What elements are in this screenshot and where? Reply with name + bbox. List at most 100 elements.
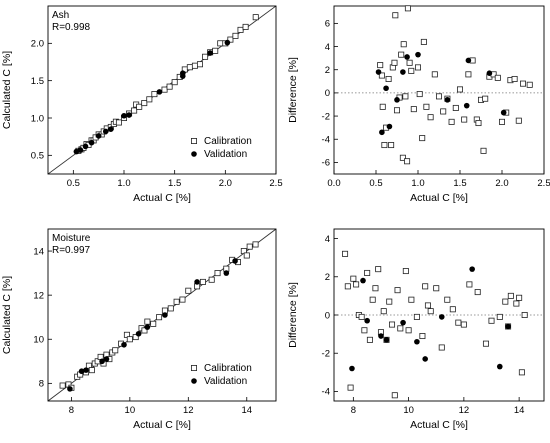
y-tick-label: -2 <box>322 111 330 122</box>
plot-frame <box>47 5 277 175</box>
legend-validation-marker <box>191 151 197 157</box>
validation-point <box>469 266 475 272</box>
calibration-point <box>502 298 509 305</box>
calibration-point <box>227 36 234 43</box>
calibration-point <box>185 287 192 294</box>
calibration-point <box>380 308 387 315</box>
legend-calibration-marker <box>190 364 197 371</box>
calibration-point <box>171 79 178 86</box>
calibration-point <box>372 285 379 292</box>
calibration-point <box>399 154 406 161</box>
calibration-point <box>369 296 376 303</box>
y-tick-label: 14 <box>33 246 44 257</box>
calibration-point <box>212 47 219 54</box>
calibration-point <box>408 67 415 74</box>
validation-point <box>121 112 127 119</box>
x-tick-label: 12 <box>459 405 470 416</box>
calibration-point <box>518 369 525 376</box>
calibration-point <box>115 119 122 126</box>
validation-point <box>364 317 370 324</box>
calibration-point <box>496 313 503 320</box>
calibration-point <box>166 83 173 90</box>
validation-point <box>505 323 511 330</box>
series-calibration <box>377 5 533 165</box>
validation-point <box>500 109 507 116</box>
y-tick-label: 2 <box>325 272 330 283</box>
calibration-point <box>361 327 368 334</box>
calibration-point <box>243 252 250 259</box>
calibration-point <box>342 250 349 257</box>
calibration-point <box>377 62 384 69</box>
validation-point <box>400 319 406 326</box>
plot-frame <box>47 228 277 402</box>
x-tick-label: 8 <box>351 405 356 416</box>
calibration-point <box>423 103 430 110</box>
x-tick-label: 1.5 <box>168 178 181 189</box>
calibration-point <box>217 40 224 47</box>
validation-point <box>179 73 186 79</box>
calibration-point <box>391 59 398 66</box>
calibration-point <box>252 14 259 21</box>
calibration-point <box>186 64 193 71</box>
calibration-point <box>344 283 351 290</box>
legend-label-validation: Validation <box>204 149 247 160</box>
calibration-point <box>494 74 501 81</box>
validation-point <box>77 147 84 153</box>
validation-point <box>67 386 73 392</box>
calibration-point <box>420 38 427 45</box>
calibration-point <box>406 59 413 66</box>
calibration-point <box>132 334 139 341</box>
validation-point <box>78 368 85 375</box>
validation-point <box>108 126 114 132</box>
calibration-point <box>394 287 401 294</box>
y-tick-label: -6 <box>322 158 330 169</box>
x-tick-label: 14 <box>241 405 252 416</box>
validation-point <box>415 51 421 58</box>
calibration-point <box>232 32 239 39</box>
series-validation <box>67 258 238 392</box>
panel-moisture-calc: 8 10 12 14 8 10 12 14 Actual C [%] Calculated C [… <box>1 228 277 431</box>
calibration-point <box>347 384 354 391</box>
calibration-point <box>350 275 357 282</box>
calibration-point <box>427 308 434 315</box>
validation-point <box>194 279 200 285</box>
calibration-point <box>179 296 186 303</box>
validation-point <box>378 333 384 339</box>
calibration-point <box>465 71 472 78</box>
x-axis-title: Actual C [%] <box>410 192 468 204</box>
validation-point <box>121 341 127 348</box>
validation-point <box>463 102 470 109</box>
calibration-point <box>375 266 382 273</box>
x-tick-label: 14 <box>514 405 525 416</box>
calibration-point <box>413 313 420 320</box>
calibration-point <box>516 294 523 301</box>
calibration-point <box>400 41 407 48</box>
calibration-point <box>202 53 209 60</box>
calibration-point <box>161 86 168 93</box>
y-tick-label: 12 <box>33 290 44 301</box>
calibration-point <box>435 93 442 100</box>
validation-point <box>360 277 366 284</box>
x-tick-label: 1.0 <box>117 178 130 189</box>
validation-point <box>400 69 406 75</box>
calibration-point <box>419 333 426 340</box>
validation-point <box>375 69 382 75</box>
x-tick-label: 10 <box>125 405 136 416</box>
calibration-point <box>237 26 244 33</box>
y-tick-label: 0.5 <box>31 151 44 162</box>
calibration-point <box>191 62 198 69</box>
validation-point <box>414 338 420 345</box>
y-tick-label: 1.0 <box>31 113 44 124</box>
calibration-point <box>126 336 133 343</box>
calibration-point <box>150 320 157 327</box>
calibration-point <box>136 103 143 110</box>
calibration-point <box>414 64 421 71</box>
validation-point <box>135 330 142 337</box>
x-axis-title: Actual C [%] <box>133 419 191 431</box>
calibration-point <box>449 306 456 313</box>
validation-point <box>83 367 89 373</box>
calibration-point <box>488 317 495 324</box>
validation-point <box>232 258 238 264</box>
x-axis-title: Actual C [%] <box>133 192 191 204</box>
calibration-point <box>474 289 481 296</box>
